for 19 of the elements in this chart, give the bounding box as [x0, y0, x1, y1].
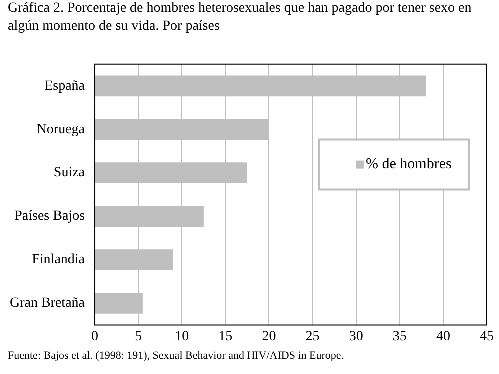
y-tick-label: Suiza	[54, 166, 86, 181]
chart-title: Gráfica 2. Porcentaje de hombres heterosexuales que han pagado por tener sexo en algún momento de su vida. Por países	[7, 0, 473, 36]
source-note: Fuente: Bajos et al. (1998: 191), Sexual Behavior and HIV/AIDS in Europe.	[7, 349, 346, 364]
x-tick-label: 10	[175, 329, 190, 344]
x-tick-label: 45	[480, 329, 494, 344]
y-tick-label: Noruega	[36, 122, 86, 138]
y-tick-label: Países Bajos	[14, 209, 86, 224]
x-tick-label: 5	[135, 329, 142, 344]
x-tick-label: 30	[349, 329, 364, 344]
x-tick-label: 20	[262, 329, 276, 344]
legend-label: % de hombres	[366, 156, 452, 173]
x-tick-label: 0	[92, 329, 99, 344]
x-tick-label: 35	[392, 329, 407, 344]
y-tick-label: Finlandia	[32, 252, 86, 268]
x-tick-label: 25	[306, 329, 320, 344]
x-tick-label: 15	[218, 329, 233, 344]
x-tick-label: 40	[436, 329, 450, 344]
y-tick-label: España	[44, 78, 86, 94]
y-tick-label: Gran Bretaña	[10, 296, 86, 312]
